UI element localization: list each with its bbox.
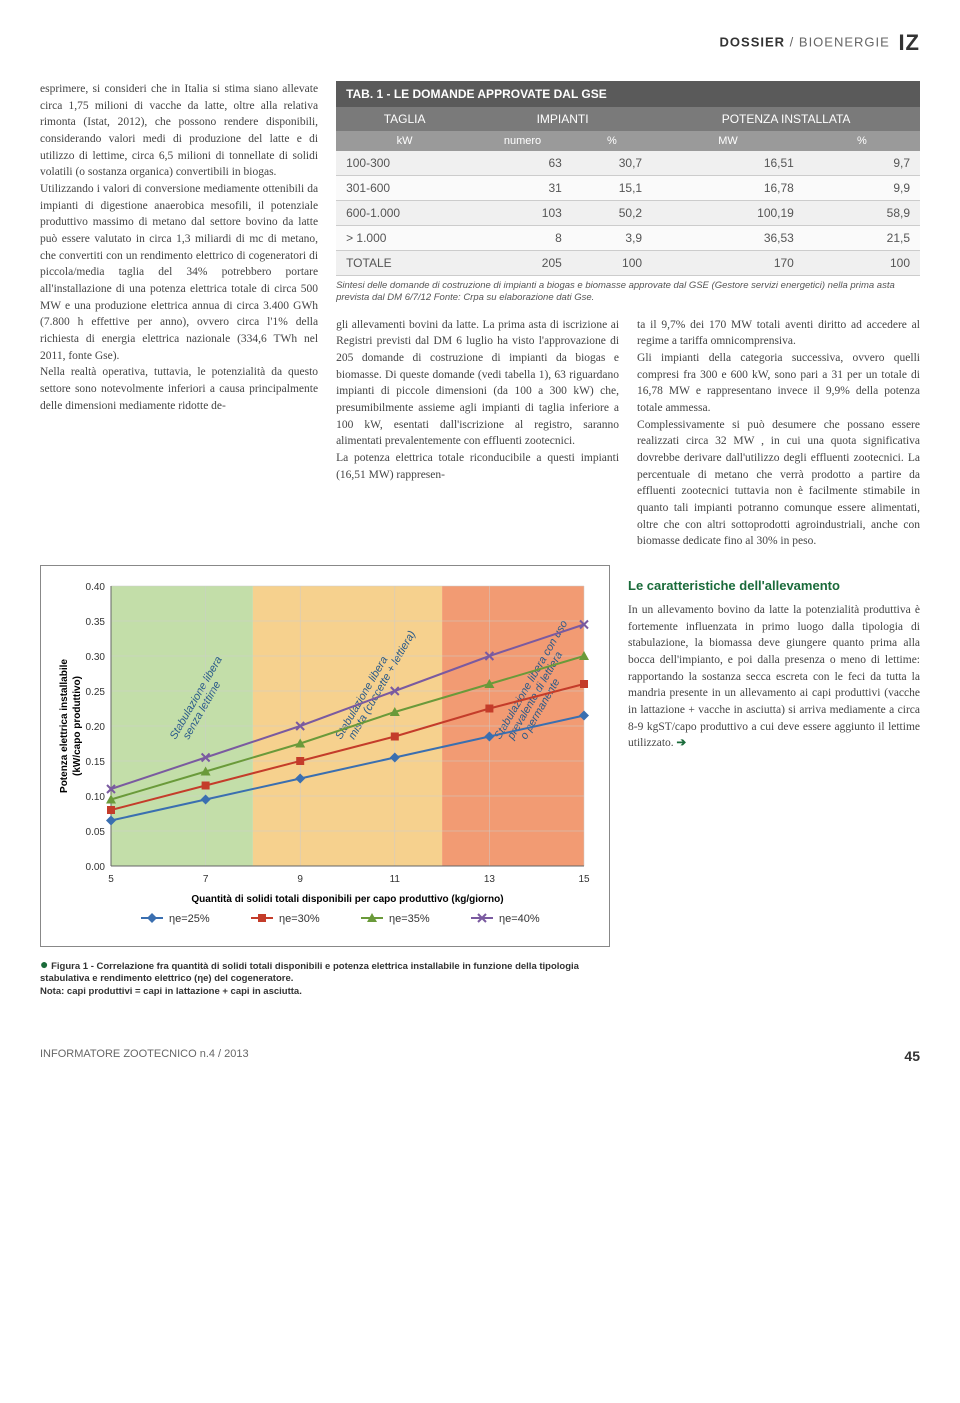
column-3-upper: ta il 9,7% dei 170 MW totali aventi diri… [637,317,920,550]
svg-text:0.15: 0.15 [86,757,106,768]
table-row: TOTALE205100170100 [336,251,920,276]
continue-arrow-icon: ➔ [677,737,687,749]
header-logo: IZ [898,30,920,56]
gse-table: TAGLIA IMPIANTI POTENZA INSTALLATA kW nu… [336,107,920,276]
svg-text:0.40: 0.40 [86,582,106,593]
table-cell: 100-300 [336,151,473,176]
svg-text:(kW/capo produttivo): (kW/capo produttivo) [72,676,83,776]
table-cell: 3,9 [572,226,652,251]
table-cell: 170 [652,251,804,276]
svg-text:11: 11 [390,874,401,885]
svg-text:Potenza elettrica installabile: Potenza elettrica installabile [59,659,70,793]
table-1: TAB. 1 - LE DOMANDE APPROVATE DAL GSE TA… [336,81,920,305]
caption-line1: Figura 1 - Correlazione fra quantità di … [40,961,579,984]
svg-text:0.00: 0.00 [86,862,106,873]
table-cell: 30,7 [572,151,652,176]
caption-bullet-icon: ● [40,956,48,972]
col3-p1: ta il 9,7% dei 170 MW totali aventi diri… [637,317,920,350]
table-cell: 16,78 [652,176,804,201]
col1-p3: Nella realtà operativa, tuttavia, le pot… [40,364,318,414]
table-title: TAB. 1 - LE DOMANDE APPROVATE DAL GSE [336,81,920,107]
th2-1: numero [473,131,572,151]
chart-svg: Stabulazione liberasenza lettimeStabulaz… [51,576,599,936]
table-row: > 1.00083,936,5321,5 [336,226,920,251]
svg-text:ηe=30%: ηe=30% [279,913,320,925]
table-cell: 21,5 [804,226,920,251]
page-header: DOSSIER / BIOENERGIE IZ [40,30,920,56]
th-potenza: POTENZA INSTALLATA [652,107,920,131]
table-cell: 100 [572,251,652,276]
page-number: 45 [904,1048,920,1064]
table-cell: 103 [473,201,572,226]
column-1: esprimere, si consideri che in Italia si… [40,81,318,550]
col2-p2: La potenza elettrica totale riconducibil… [336,450,619,483]
table-cell: 9,9 [804,176,920,201]
svg-text:9: 9 [297,874,303,885]
table-cell: > 1.000 [336,226,473,251]
svg-text:7: 7 [203,874,209,885]
table-cell: 600-1.000 [336,201,473,226]
svg-text:0.05: 0.05 [86,827,106,838]
svg-text:0.35: 0.35 [86,617,106,628]
svg-text:Quantità di solidi totali disp: Quantità di solidi totali disponibili pe… [191,894,503,905]
table-cell: 15,1 [572,176,652,201]
svg-text:ηe=35%: ηe=35% [389,913,430,925]
th2-0: kW [336,131,473,151]
table-row: 301-6003115,116,789,9 [336,176,920,201]
svg-text:0.20: 0.20 [86,722,106,733]
svg-text:5: 5 [108,874,114,885]
svg-text:13: 13 [484,874,496,885]
table-cell: 31 [473,176,572,201]
svg-text:0.10: 0.10 [86,792,106,803]
table-cell: 301-600 [336,176,473,201]
subheading: Le caratteristiche dell'allevamento [628,577,920,596]
column-3-lower: Le caratteristiche dell'allevamento In u… [628,565,920,752]
th-impianti: IMPIANTI [473,107,652,131]
column-2: gli allevamenti bovini da latte. La prim… [336,317,619,550]
col2-p1: gli allevamenti bovini da latte. La prim… [336,317,619,450]
col1-p1: esprimere, si consideri che in Italia si… [40,81,318,181]
table-cell: 36,53 [652,226,804,251]
table-row: 100-3006330,716,519,7 [336,151,920,176]
figure-1-caption: ● Figura 1 - Correlazione fra quantità d… [40,955,610,998]
th2-4: % [804,131,920,151]
col3-p3: Complessivamente si può desumere che pos… [637,417,920,550]
svg-text:ηe=25%: ηe=25% [169,913,210,925]
table-cell: 205 [473,251,572,276]
table-note: Sintesi delle domande di costruzione di … [336,280,920,305]
th2-3: MW [652,131,804,151]
svg-text:15: 15 [578,874,590,885]
col3-p4: In un allevamento bovino da latte la pot… [628,604,920,749]
table-cell: TOTALE [336,251,473,276]
table-cell: 8 [473,226,572,251]
figure-1-chart: Stabulazione liberasenza lettimeStabulaz… [40,565,610,947]
svg-text:0.30: 0.30 [86,652,106,663]
col3-p2: Gli impianti della categoria successiva,… [637,350,920,417]
table-cell: 100 [804,251,920,276]
header-topic: / BIOENERGIE [790,34,890,49]
table-cell: 58,9 [804,201,920,226]
table-row: 600-1.00010350,2100,1958,9 [336,201,920,226]
header-category: DOSSIER [720,34,786,49]
svg-text:ηe=40%: ηe=40% [499,913,540,925]
table-cell: 63 [473,151,572,176]
table-cell: 16,51 [652,151,804,176]
page-footer: INFORMATORE ZOOTECNICO n.4 / 2013 45 [40,1048,920,1064]
caption-line2: Nota: capi produttivi = capi in lattazio… [40,986,302,997]
th-taglia: TAGLIA [336,107,473,131]
table-cell: 9,7 [804,151,920,176]
table-cell: 100,19 [652,201,804,226]
table-cell: 50,2 [572,201,652,226]
svg-text:0.25: 0.25 [86,687,106,698]
col1-p2: Utilizzando i valori di conversione medi… [40,181,318,364]
th2-2: % [572,131,652,151]
footer-source: INFORMATORE ZOOTECNICO n.4 / 2013 [40,1048,249,1064]
